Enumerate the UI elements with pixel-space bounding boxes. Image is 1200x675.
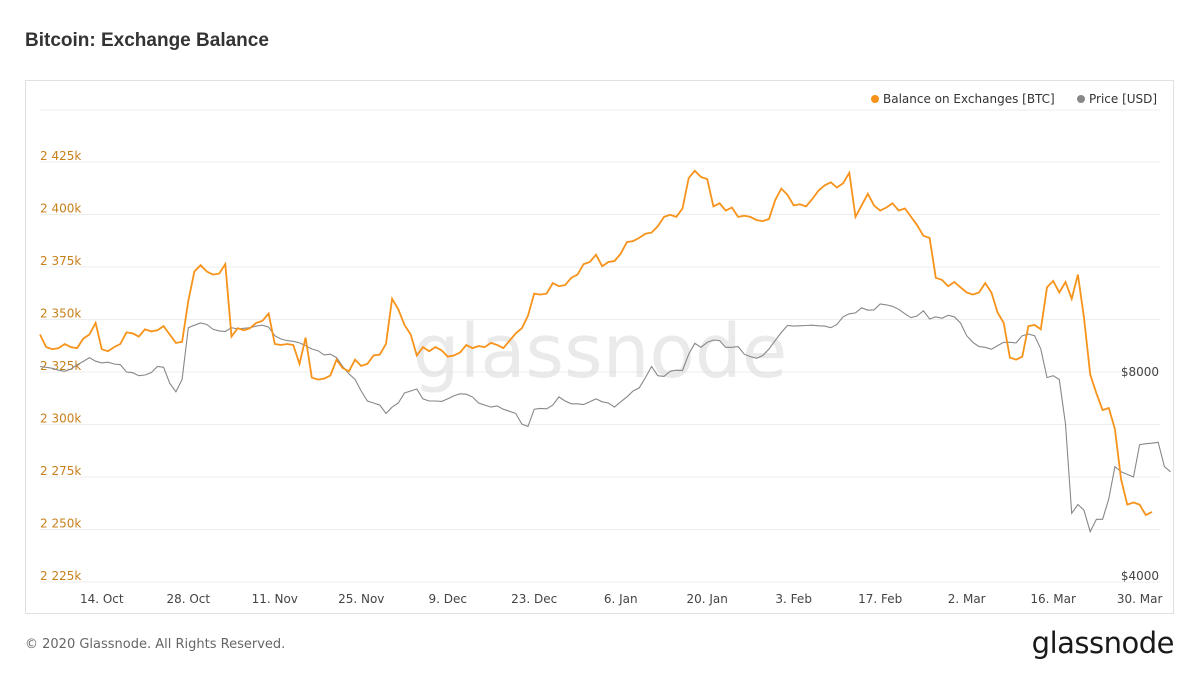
legend-marker-balance: [871, 95, 879, 103]
legend-marker-price: [1077, 95, 1085, 103]
left-axis-tick-label: 2 350k: [40, 307, 81, 321]
x-axis-tick-label: 17. Feb: [858, 592, 902, 606]
left-axis-tick-label: 2 400k: [40, 202, 81, 216]
grid-lines: [40, 109, 1160, 583]
x-axis-tick-label: 9. Dec: [428, 592, 466, 606]
x-axis-tick-label: 28. Oct: [166, 592, 210, 606]
legend-label-price: Price [USD]: [1089, 92, 1157, 106]
legend-label-balance: Balance on Exchanges [BTC]: [883, 92, 1055, 106]
x-axis-labels: 14. Oct 28. Oct 11. Nov 25. Nov 9. Dec 23. De…: [80, 592, 1163, 606]
x-axis-tick-label: 16. Mar: [1030, 592, 1076, 606]
x-axis-tick-label: 3. Feb: [775, 592, 812, 606]
right-axis-tick-label: $4000: [1121, 569, 1159, 583]
x-axis-tick-label: 6. Jan: [604, 592, 638, 606]
x-axis-tick-label: 14. Oct: [80, 592, 124, 606]
watermark: glassnode: [413, 309, 788, 395]
price-series-line: [39, 303, 1171, 534]
left-axis-tick-label: 2 425k: [40, 149, 81, 163]
right-axis-tick-label: $8000: [1121, 365, 1159, 379]
left-axis-tick-label: 2 275k: [40, 464, 81, 478]
glassnode-logo[interactable]: glassnode: [1031, 626, 1175, 660]
x-axis-tick-label: 23. Dec: [511, 592, 557, 606]
copyright-footer: © 2020 Glassnode. All Rights Reserved.: [25, 637, 286, 652]
left-axis-tick-label: 2 250k: [40, 517, 81, 531]
page-title: Bitcoin: Exchange Balance: [25, 30, 269, 51]
left-axis-tick-label: 2 375k: [40, 254, 81, 268]
balance-series-line: [39, 169, 1153, 517]
x-axis-tick-label: 30. Mar: [1117, 592, 1163, 606]
x-axis-tick-label: 11. Nov: [252, 592, 298, 606]
x-axis-tick-label: 2. Mar: [948, 592, 986, 606]
legend[interactable]: Balance on Exchanges [BTC] Price [USD]: [871, 92, 1157, 106]
x-axis-tick-label: 25. Nov: [338, 592, 384, 606]
x-axis-tick-label: 20. Jan: [686, 592, 727, 606]
left-axis-tick-label: 2 300k: [40, 412, 81, 426]
right-axis-labels: $4000 $8000: [1121, 365, 1159, 583]
chart-frame: [25, 80, 1174, 614]
left-axis-tick-label: 2 225k: [40, 569, 81, 583]
